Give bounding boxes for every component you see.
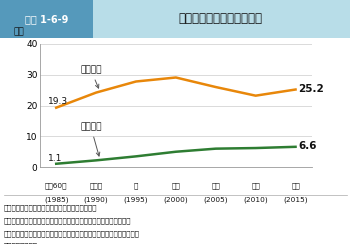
- Text: 中食産業: 中食産業: [80, 122, 102, 156]
- Text: １７: １７: [211, 183, 220, 189]
- Text: １２: １２: [172, 183, 180, 189]
- Text: (1995): (1995): [124, 196, 148, 203]
- Text: 昭和60年: 昭和60年: [45, 183, 68, 189]
- Text: 兆円: 兆円: [13, 28, 24, 37]
- Text: (2000): (2000): [163, 196, 188, 203]
- Text: 1.1: 1.1: [48, 153, 63, 163]
- Text: 図表 1-6-9: 図表 1-6-9: [25, 14, 68, 24]
- Text: ２７: ２７: [291, 183, 300, 189]
- Text: (2005): (2005): [203, 196, 228, 203]
- Text: 6.6: 6.6: [298, 141, 316, 151]
- Text: (2015): (2015): [283, 196, 308, 203]
- Text: 平成２: 平成２: [90, 183, 103, 189]
- Text: (2010): (2010): [243, 196, 268, 203]
- Text: 19.3: 19.3: [48, 97, 68, 106]
- Text: (1990): (1990): [84, 196, 108, 203]
- Text: 外食産業: 外食産業: [80, 66, 102, 88]
- Text: ２）中食産業の市場規模は、料理品小売業（弁当給食を除く。）: ２）中食産業の市場規模は、料理品小売業（弁当給食を除く。）: [4, 230, 140, 237]
- Text: ２２: ２２: [251, 183, 260, 189]
- Text: の数値: の数値: [4, 242, 37, 244]
- Bar: [0, 0, 93, 38]
- Text: (1985): (1985): [44, 196, 69, 203]
- Text: 資料：一般社団法人日本フードサービス協会調べ: 資料：一般社団法人日本フードサービス協会調べ: [4, 204, 97, 211]
- Text: 注：１）外食産業の市場規模には中食産業の市場規模は含まない: 注：１）外食産業の市場規模には中食産業の市場規模は含まない: [4, 218, 131, 224]
- Text: 25.2: 25.2: [298, 84, 324, 94]
- Text: ７: ７: [134, 183, 138, 189]
- Text: 外食・中食産業の市場規模: 外食・中食産業の市場規模: [178, 12, 262, 25]
